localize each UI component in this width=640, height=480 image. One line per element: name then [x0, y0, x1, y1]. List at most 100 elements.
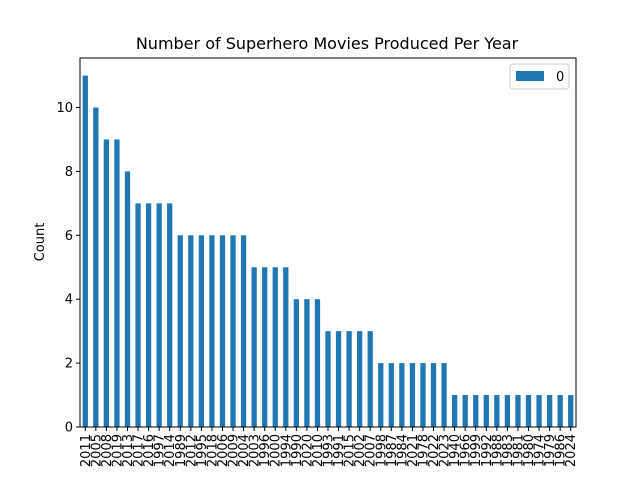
x-tick-label: 1995: [195, 434, 210, 467]
x-tick-label: 1940: [448, 434, 463, 467]
x-tick-label: 1978: [416, 434, 431, 467]
y-tick-label: 10: [56, 101, 73, 116]
bar: [230, 235, 236, 427]
bar: [452, 395, 458, 427]
bar: [557, 395, 563, 427]
x-tick-label: 1981: [511, 434, 526, 467]
bar: [430, 363, 437, 427]
x-tick-label: 2005: [89, 434, 104, 467]
bar: [357, 331, 363, 427]
bar: [219, 235, 226, 427]
bar: [367, 331, 373, 427]
bar: [388, 363, 394, 427]
bar: [399, 363, 405, 427]
bar: [483, 395, 489, 427]
x-tick-label: 2008: [100, 434, 115, 467]
x-tick-label: 2017: [132, 434, 147, 467]
x-tick-label: 1991: [332, 434, 347, 467]
x-tick-label: 2010: [311, 434, 326, 467]
y-tick-label: 4: [65, 293, 73, 308]
bar: [304, 299, 310, 427]
x-tick-label: 2006: [216, 434, 231, 467]
x-tick-label: 1997: [153, 434, 168, 467]
bar: [568, 395, 574, 427]
bar: [293, 299, 299, 427]
x-tick-label: 2004: [237, 434, 252, 467]
x-tick-label: 1986: [554, 434, 569, 467]
y-axis-label: Count: [33, 223, 48, 262]
x-tick-label: 1974: [533, 434, 548, 467]
x-tick-label: 2003: [248, 434, 263, 467]
bar: [188, 235, 194, 427]
bar: [209, 235, 215, 427]
bar: [525, 395, 532, 427]
x-tick-label: 1994: [279, 434, 294, 467]
bar: [198, 235, 204, 427]
x-tick-label: 1998: [374, 434, 389, 467]
x-tick-label: 2014: [163, 434, 178, 467]
bar: [546, 395, 553, 427]
x-tick-label: 2020: [300, 434, 315, 467]
x-tick-label: 1996: [258, 434, 273, 467]
y-tick-label: 6: [65, 229, 73, 244]
x-tick-label: 2013: [121, 434, 136, 467]
x-tick-label: 1999: [469, 434, 484, 467]
bar: [262, 267, 268, 427]
bar: [103, 139, 110, 427]
bar: [145, 203, 152, 427]
bar: [325, 331, 331, 427]
x-tick-label: 1987: [385, 434, 400, 467]
bar: [515, 395, 521, 427]
legend-label: 0: [556, 70, 564, 85]
x-tick-label: 1983: [501, 434, 516, 467]
x-tick-label: 2012: [184, 434, 199, 467]
x-tick-label: 2015: [343, 434, 358, 467]
x-tick-label: 2018: [205, 434, 220, 467]
bar: [409, 363, 416, 427]
x-tick-label: 1990: [290, 434, 305, 467]
bar: [473, 395, 479, 427]
x-tick-label: 2016: [142, 434, 157, 467]
legend-swatch: [516, 71, 544, 81]
x-tick-label: 2002: [353, 434, 368, 467]
bar: [420, 363, 426, 427]
bar: [124, 171, 131, 427]
bar: [114, 139, 120, 427]
x-tick-label: 1979: [543, 434, 558, 467]
bar: [314, 299, 321, 427]
x-tick-label: 1966: [459, 434, 474, 467]
y-tick-label: 8: [65, 165, 73, 180]
bar: [462, 395, 468, 427]
x-tick-label: 2009: [227, 434, 242, 467]
bar: [494, 395, 500, 427]
y-tick-label: 2: [65, 357, 73, 372]
x-tick-label: 1984: [395, 434, 410, 467]
x-tick-label: 2023: [438, 434, 453, 467]
bar: [346, 331, 352, 427]
bar: [441, 363, 447, 427]
plot-frame: [79, 57, 577, 428]
x-tick-label: 2011: [79, 434, 94, 467]
x-tick-label: 1992: [480, 434, 495, 467]
bar: [135, 203, 141, 427]
bar: [378, 363, 384, 427]
chart-title: Number of Superhero Movies Produced Per …: [136, 34, 519, 53]
bar: [156, 203, 162, 427]
bar: [177, 235, 183, 427]
bar: [240, 235, 247, 427]
x-tick-label: 1993: [322, 434, 337, 467]
bar: [504, 395, 511, 427]
x-tick-label: 1989: [174, 434, 189, 467]
bar: [93, 107, 99, 428]
x-tick-label: 2021: [406, 434, 421, 467]
bar: [335, 331, 342, 427]
x-tick-label: 1988: [490, 434, 505, 467]
bar: [167, 203, 173, 427]
x-tick-label: 1980: [522, 434, 537, 467]
bar: [283, 267, 289, 427]
bar: [251, 267, 257, 427]
x-tick-label: 2007: [364, 434, 379, 467]
x-tick-label: 2024: [564, 434, 579, 467]
x-tick-label: 2000: [269, 434, 284, 467]
